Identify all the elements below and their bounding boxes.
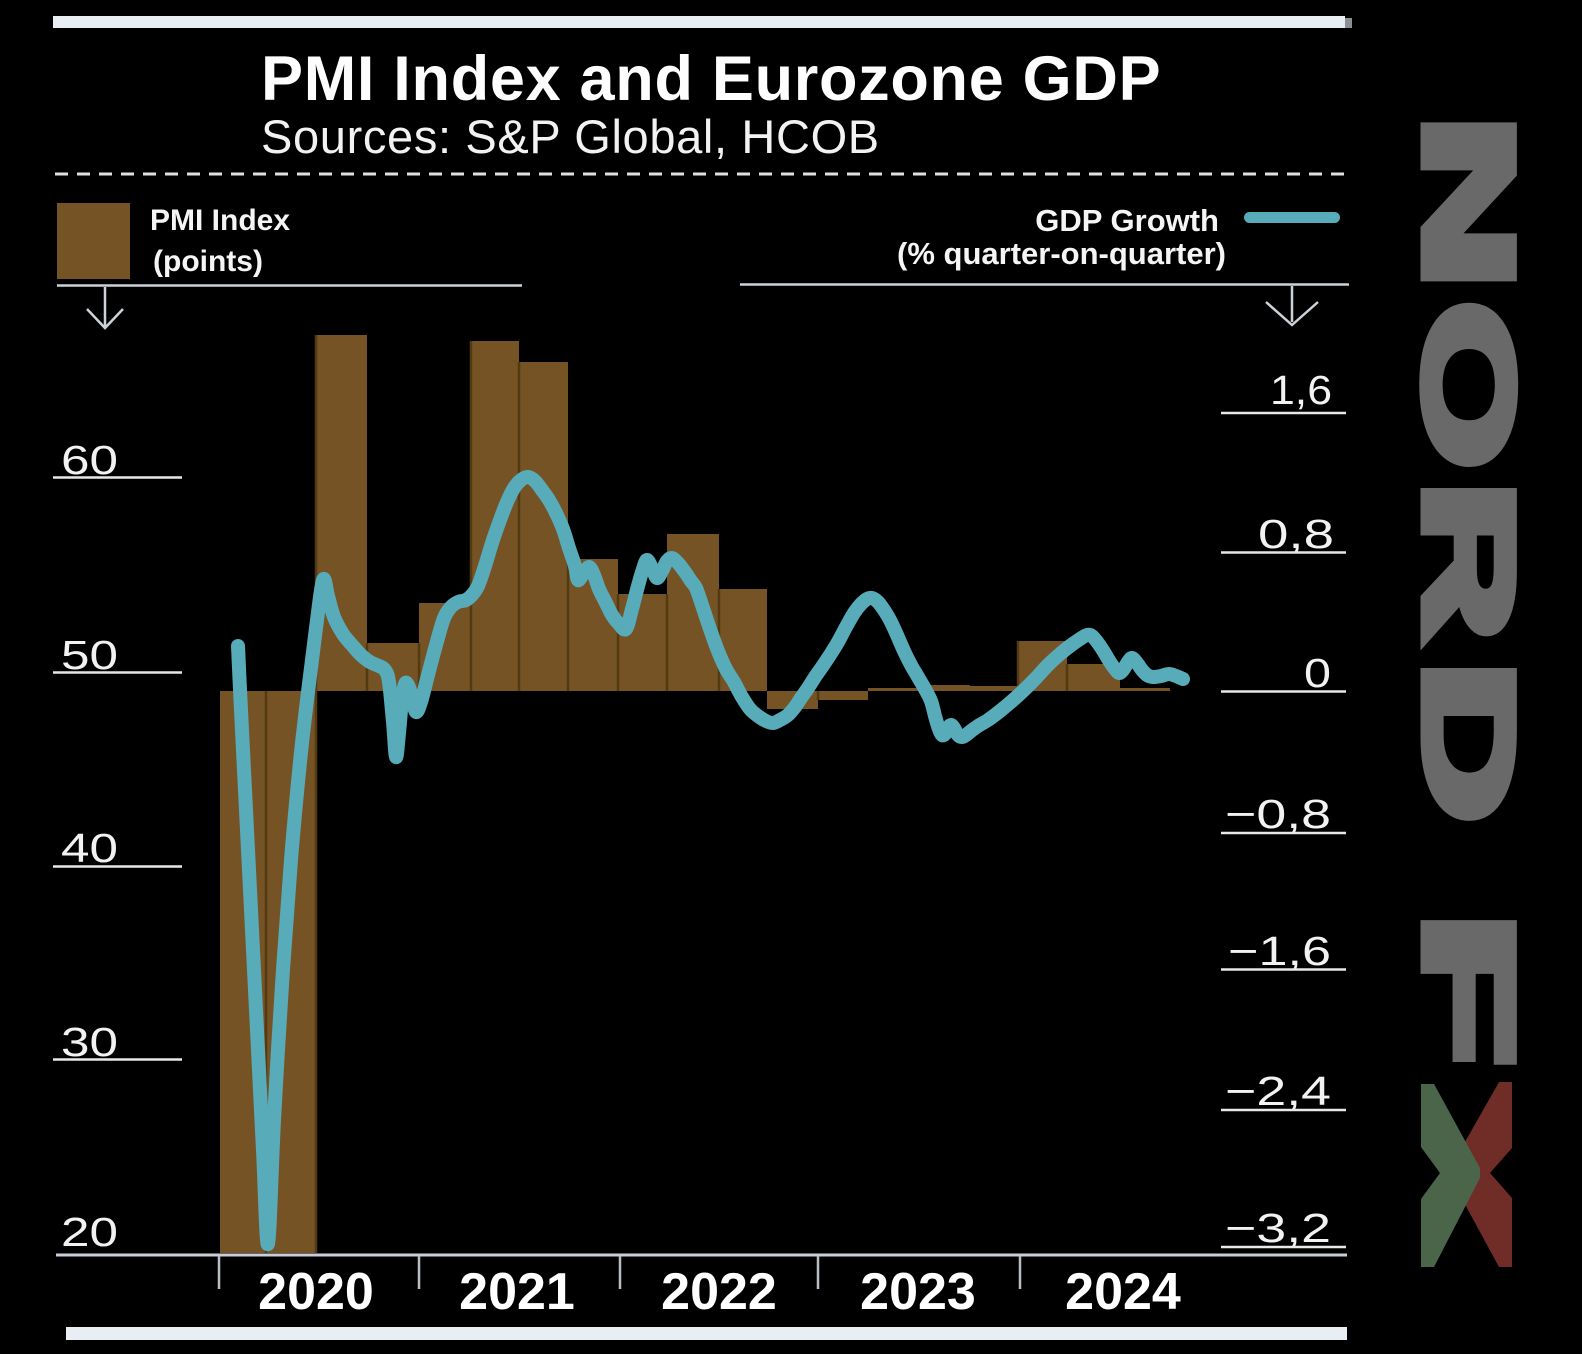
svg-text:−1,6: −1,6 [1228, 928, 1331, 974]
svg-text:−0,8: −0,8 [1225, 791, 1331, 837]
svg-text:−2,4: −2,4 [1225, 1068, 1331, 1114]
svg-text:50: 50 [61, 632, 118, 678]
svg-text:R: R [1398, 481, 1540, 641]
svg-text:40: 40 [61, 825, 118, 871]
svg-text:GDP Growth: GDP Growth [1035, 203, 1219, 238]
svg-text:2023: 2023 [860, 1263, 976, 1321]
svg-text:D: D [1398, 661, 1541, 822]
svg-text:−3,2: −3,2 [1225, 1205, 1331, 1251]
svg-text:(points): (points) [153, 245, 263, 278]
svg-text:N: N [1398, 115, 1540, 289]
svg-text:O: O [1398, 301, 1540, 468]
svg-text:0: 0 [1304, 650, 1331, 696]
svg-text:0,8: 0,8 [1258, 511, 1334, 557]
svg-text:1,6: 1,6 [1270, 367, 1332, 413]
svg-text:PMI Index: PMI Index [150, 204, 290, 237]
svg-text:Sources: S&P Global, HCOB: Sources: S&P Global, HCOB [261, 110, 880, 163]
svg-text:2020: 2020 [258, 1263, 374, 1321]
svg-text:PMI Index and Eurozone GDP: PMI Index and Eurozone GDP [261, 44, 1161, 114]
svg-text:60: 60 [61, 437, 118, 483]
svg-text:30: 30 [61, 1019, 118, 1065]
svg-text:(% quarter-on-quarter): (% quarter-on-quarter) [897, 236, 1226, 271]
svg-text:2024: 2024 [1065, 1263, 1181, 1321]
svg-text:2021: 2021 [459, 1263, 575, 1321]
svg-text:20: 20 [61, 1209, 118, 1255]
svg-text:2022: 2022 [661, 1263, 777, 1321]
svg-text:F: F [1397, 912, 1539, 1065]
